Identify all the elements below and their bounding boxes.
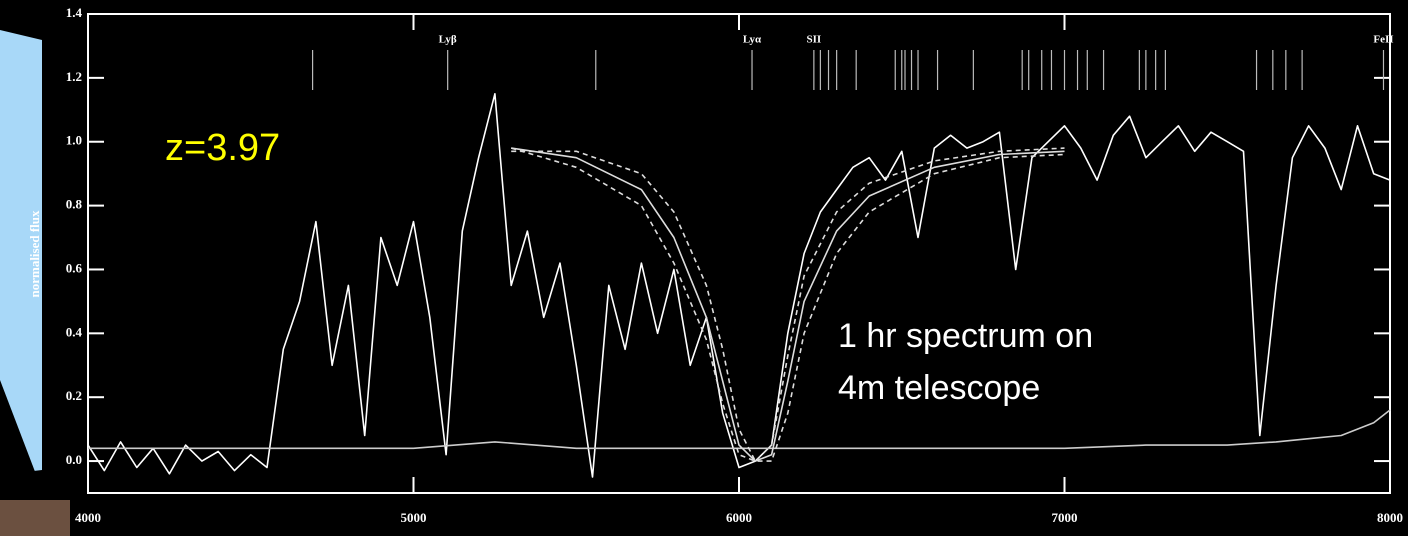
x-tick-label: 4000 [75,510,101,525]
spectrum-line [88,409,1391,450]
x-tick-label: 8000 [1377,510,1403,525]
y-tick-label: 0.4 [66,324,83,339]
x-tick-label: 5000 [401,510,427,525]
y-tick-label: 1.0 [66,133,82,148]
y-tick-label: 1.4 [66,5,83,20]
line-label: SII [807,34,822,46]
slide-decoration [0,380,42,490]
x-tick-label: 6000 [726,510,752,525]
spectrum-line [87,93,1391,478]
y-axis-label: normalised flux [27,210,42,298]
line-label: Lyβ [439,34,457,46]
y-tick-label: 0.6 [66,260,83,275]
x-tick-label: 7000 [1052,510,1078,525]
y-tick-label: 0.0 [66,452,82,467]
y-tick-label: 0.8 [66,197,83,212]
annotation: 4m telescope [838,369,1040,407]
y-tick-label: 0.2 [66,388,82,403]
line-label: FeII [1373,34,1393,46]
annotation: z=3.97 [165,127,280,169]
spectrum-line [510,147,1065,462]
line-label: Lyα [743,34,762,46]
annotation: 1 hr spectrum on [838,317,1093,355]
slide-decoration [0,30,42,475]
spectrum-line [511,147,1065,462]
slide-image [0,500,70,536]
plot-frame [87,13,1391,494]
y-tick-label: 1.2 [66,69,82,84]
